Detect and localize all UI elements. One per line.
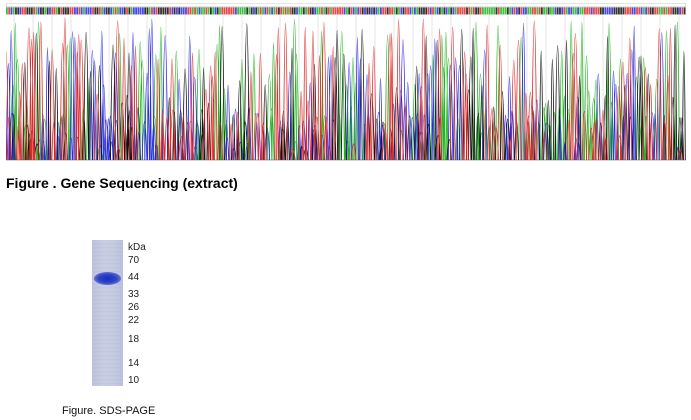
marker-label-10: 10	[128, 375, 140, 386]
trace-t	[6, 17, 683, 161]
marker-label-33: 33	[128, 289, 140, 300]
marker-label-18: 18	[128, 334, 140, 345]
marker-label-44: 44	[128, 272, 140, 283]
sequencing-chromatogram	[6, 3, 686, 161]
marker-label-70: 70	[128, 255, 140, 266]
base-call-strip	[6, 7, 686, 15]
sequencing-figure-title: Figure . Gene Sequencing (extract)	[6, 175, 238, 191]
protein-band	[94, 272, 121, 285]
trace-c	[6, 18, 681, 161]
marker-label-26: 26	[128, 302, 140, 313]
marker-label-14: 14	[128, 358, 140, 369]
sds-page-caption: Figure. SDS-PAGE	[62, 405, 156, 417]
marker-label-22: 22	[128, 315, 140, 326]
chromatogram-ruler	[6, 3, 686, 8]
kda-unit-label: kDa	[128, 242, 146, 253]
sds-page-gel-lane	[92, 240, 123, 386]
